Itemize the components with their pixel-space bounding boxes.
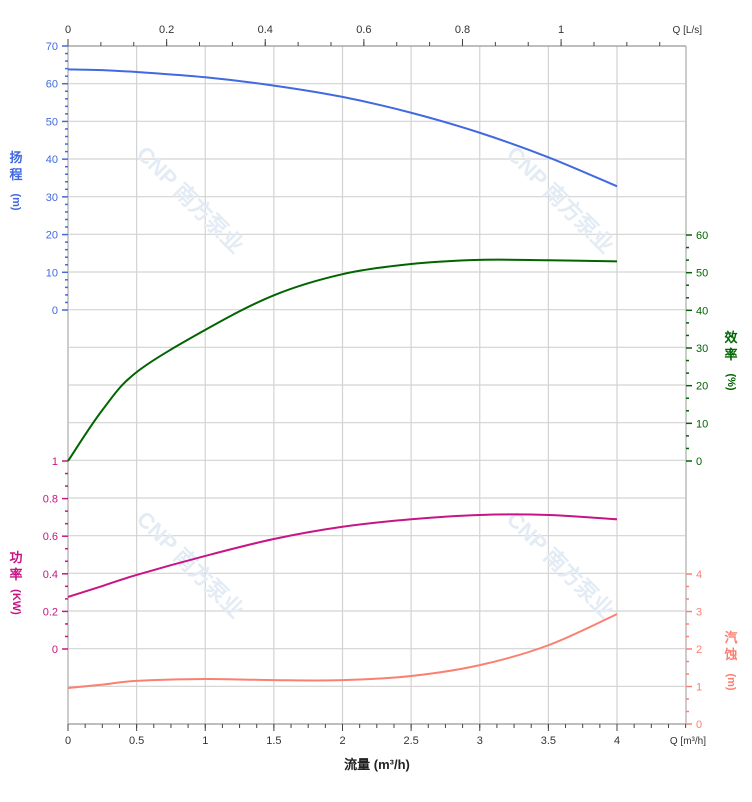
power-tick-label: 0.8	[43, 494, 58, 506]
head-tick-label: 30	[46, 192, 58, 204]
efficiency-axis-title: 率	[724, 347, 737, 362]
x-tick-label: 1	[202, 735, 208, 747]
x-top-tick-label: 0	[65, 24, 71, 36]
npsh-tick-label: 4	[696, 569, 702, 581]
npsh-tick-label: 2	[696, 644, 702, 656]
x-axis-title: 流量 (m³/h)	[344, 757, 410, 772]
head-tick-label: 40	[46, 154, 58, 166]
power-tick-label: 0.2	[43, 606, 58, 618]
x-tick-label: 0.5	[129, 735, 144, 747]
watermark-logo: CNP 南方泵业	[132, 506, 249, 623]
x-tick-label: 3	[477, 735, 483, 747]
efficiency-axis-unit: (%)	[725, 373, 737, 390]
x-tick-label: 0	[65, 735, 71, 747]
efficiency-tick-label: 40	[696, 305, 708, 317]
x-tick-label: 2	[339, 735, 345, 747]
x-top-tick-label: 0.8	[455, 24, 470, 36]
watermark-logo: CNP 南方泵业	[502, 506, 619, 623]
x-top-tick-label: 1	[558, 24, 564, 36]
head-tick-label: 0	[52, 305, 58, 317]
npsh-axis-title: 汽	[724, 630, 737, 645]
x-top-unit-label: Q [L/s]	[673, 25, 703, 36]
power-tick-label: 0.4	[43, 569, 58, 581]
efficiency-tick-label: 10	[696, 418, 708, 430]
npsh-curve	[67, 613, 618, 689]
x-top-tick-label: 0.6	[356, 24, 371, 36]
x-tick-label: 3.5	[541, 735, 556, 747]
power-axis-unit: (KW)	[10, 589, 22, 615]
x-tick-label: 1.5	[266, 735, 281, 747]
head-tick-label: 50	[46, 116, 58, 128]
efficiency-tick-label: 0	[696, 456, 702, 468]
npsh-tick-label: 1	[696, 682, 702, 694]
x-tick-label: 2.5	[403, 735, 418, 747]
efficiency-tick-label: 20	[696, 381, 708, 393]
x-tick-label: 4	[614, 735, 620, 747]
power-axis-title: 功	[9, 550, 22, 565]
efficiency-tick-label: 50	[696, 268, 708, 280]
efficiency-tick-label: 30	[696, 343, 708, 355]
x-top-tick-label: 0.2	[159, 24, 174, 36]
head-tick-label: 70	[46, 41, 58, 53]
x-unit-label: Q [m³/h]	[670, 736, 706, 747]
head-axis-title: 扬	[9, 150, 22, 165]
head-tick-label: 20	[46, 230, 58, 242]
head-axis-unit: (m)	[10, 193, 22, 210]
head-tick-label: 60	[46, 79, 58, 91]
power-tick-label: 1	[52, 456, 58, 468]
head-axis-title: 程	[9, 167, 22, 182]
npsh-axis-title: 蚀	[723, 647, 737, 662]
efficiency-axis-title: 效	[724, 330, 738, 345]
efficiency-curve	[67, 258, 618, 462]
power-tick-label: 0.6	[43, 531, 58, 543]
power-curve	[67, 513, 618, 598]
power-axis-title: 率	[9, 567, 22, 582]
npsh-tick-label: 3	[696, 607, 702, 619]
efficiency-tick-label: 60	[696, 230, 708, 242]
head-curve	[67, 68, 618, 188]
power-tick-label: 0	[52, 644, 58, 656]
x-top-tick-label: 0.4	[258, 24, 273, 36]
npsh-tick-label: 0	[696, 719, 702, 731]
head-tick-label: 10	[46, 267, 58, 279]
npsh-axis-unit: (m)	[725, 673, 737, 690]
